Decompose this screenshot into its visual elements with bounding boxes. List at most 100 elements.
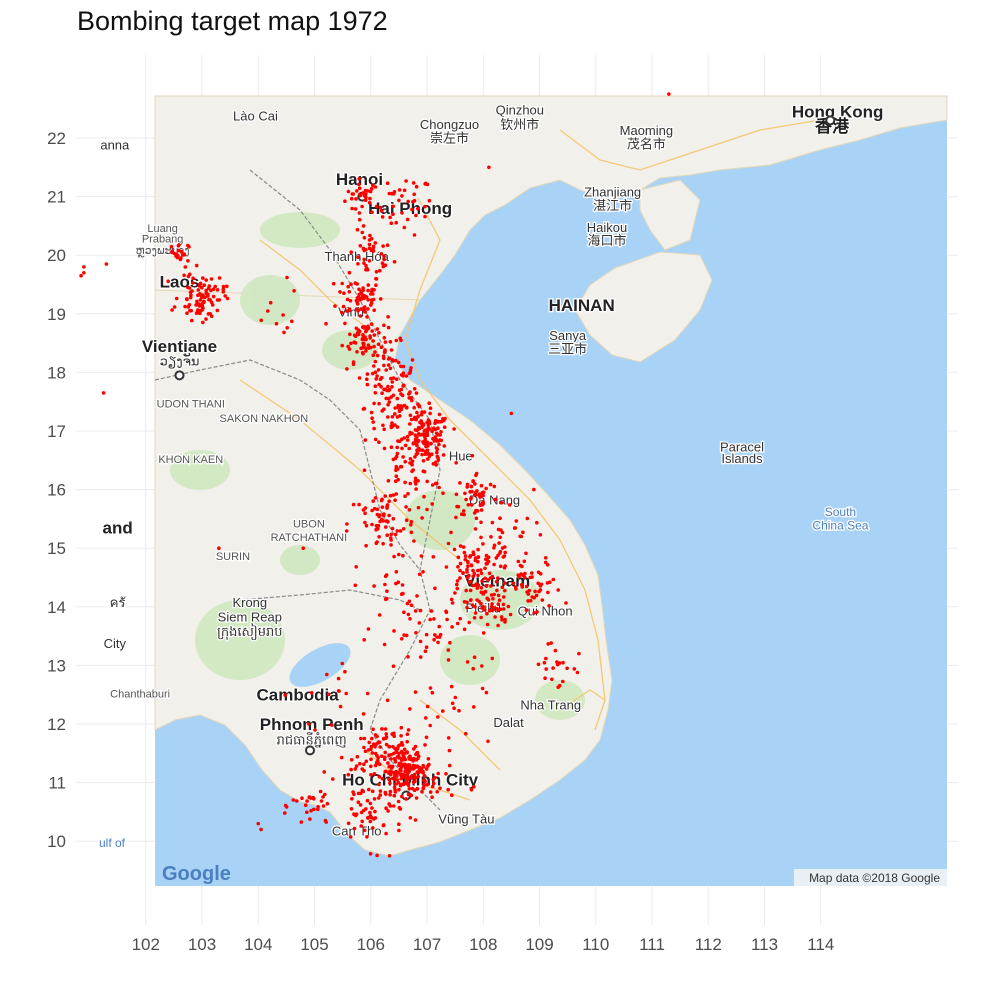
target-point [379, 209, 384, 213]
target-point [362, 261, 366, 265]
target-point [375, 540, 379, 544]
target-point [393, 412, 397, 416]
target-point [382, 407, 386, 412]
x-tick-label: 107 [413, 935, 441, 954]
target-point [364, 543, 368, 548]
target-point [473, 482, 477, 486]
target-point [373, 809, 377, 814]
target-point [409, 519, 414, 524]
target-point [553, 648, 558, 653]
target-point [467, 580, 472, 584]
target-point [427, 454, 432, 459]
target-point [484, 486, 488, 491]
target-point [347, 270, 352, 275]
target-point [480, 579, 484, 583]
target-point [411, 780, 416, 784]
target-point [427, 762, 431, 767]
target-point [390, 358, 395, 362]
target-point [372, 364, 376, 368]
target-point [285, 275, 289, 280]
target-point [394, 570, 399, 574]
target-point [399, 387, 404, 392]
target-point [377, 440, 381, 445]
target-point [391, 457, 396, 462]
target-point [372, 344, 376, 349]
target-point [356, 309, 360, 313]
chart-title: Bombing target map 1972 [77, 6, 388, 36]
target-point [186, 285, 190, 290]
target-point [414, 487, 418, 491]
target-point [372, 308, 377, 313]
target-point [268, 300, 273, 305]
target-point [533, 589, 537, 594]
target-point [179, 249, 184, 254]
target-point [406, 655, 410, 659]
target-point [178, 257, 183, 262]
target-point [422, 782, 426, 787]
target-point [388, 781, 392, 785]
map-label: Hue [449, 448, 473, 463]
target-point [384, 368, 389, 372]
y-axis-ticks: 22 21 20 19 18 17 16 15 14 13 12 11 10 [47, 129, 66, 851]
target-point [474, 516, 479, 521]
target-point [536, 662, 541, 667]
target-point [543, 676, 547, 680]
target-point [488, 482, 493, 487]
target-point [190, 281, 195, 285]
target-point [363, 438, 368, 442]
target-point [406, 491, 410, 496]
target-point [371, 420, 376, 424]
target-point [355, 189, 359, 193]
target-point [350, 206, 354, 211]
target-point [362, 768, 366, 773]
target-point [415, 786, 420, 791]
target-point [357, 182, 361, 187]
target-point [369, 345, 373, 350]
target-point [486, 559, 491, 564]
map-label: China Sea [812, 518, 868, 532]
map-label: រាជធានីភ្នំពេញ [277, 732, 347, 749]
target-point [439, 430, 443, 434]
map-label: Vientiane [142, 337, 217, 356]
target-point [409, 793, 414, 798]
target-point [401, 553, 405, 558]
target-point [371, 499, 376, 503]
target-point [365, 268, 370, 272]
target-point [373, 350, 377, 354]
target-point [418, 655, 423, 659]
target-point [200, 304, 204, 308]
roads [239, 119, 821, 801]
target-point [383, 340, 388, 344]
y-tick-label: 18 [47, 363, 66, 382]
target-point [388, 772, 393, 777]
target-point [395, 415, 400, 419]
target-point [194, 263, 199, 268]
target-point [384, 519, 389, 523]
target-point [362, 745, 366, 750]
target-point [396, 744, 401, 748]
target-point [371, 292, 375, 296]
target-point [401, 364, 406, 369]
target-point [388, 789, 393, 794]
target-point [532, 487, 536, 492]
target-point [420, 421, 424, 425]
target-point [538, 588, 543, 592]
target-point [381, 423, 385, 428]
target-point [200, 285, 204, 290]
target-point [381, 823, 386, 827]
target-point [500, 546, 505, 550]
target-point [407, 755, 411, 760]
map-label: Haikou [587, 220, 627, 235]
target-point [388, 764, 392, 769]
target-point [394, 338, 399, 343]
target-point [414, 184, 419, 189]
target-point [375, 374, 379, 378]
target-point [487, 571, 492, 576]
target-point [516, 559, 521, 564]
target-point [285, 326, 290, 330]
target-point [536, 570, 541, 575]
target-point [395, 529, 400, 533]
target-point [506, 604, 511, 609]
target-point [447, 748, 452, 753]
target-point [371, 727, 375, 732]
